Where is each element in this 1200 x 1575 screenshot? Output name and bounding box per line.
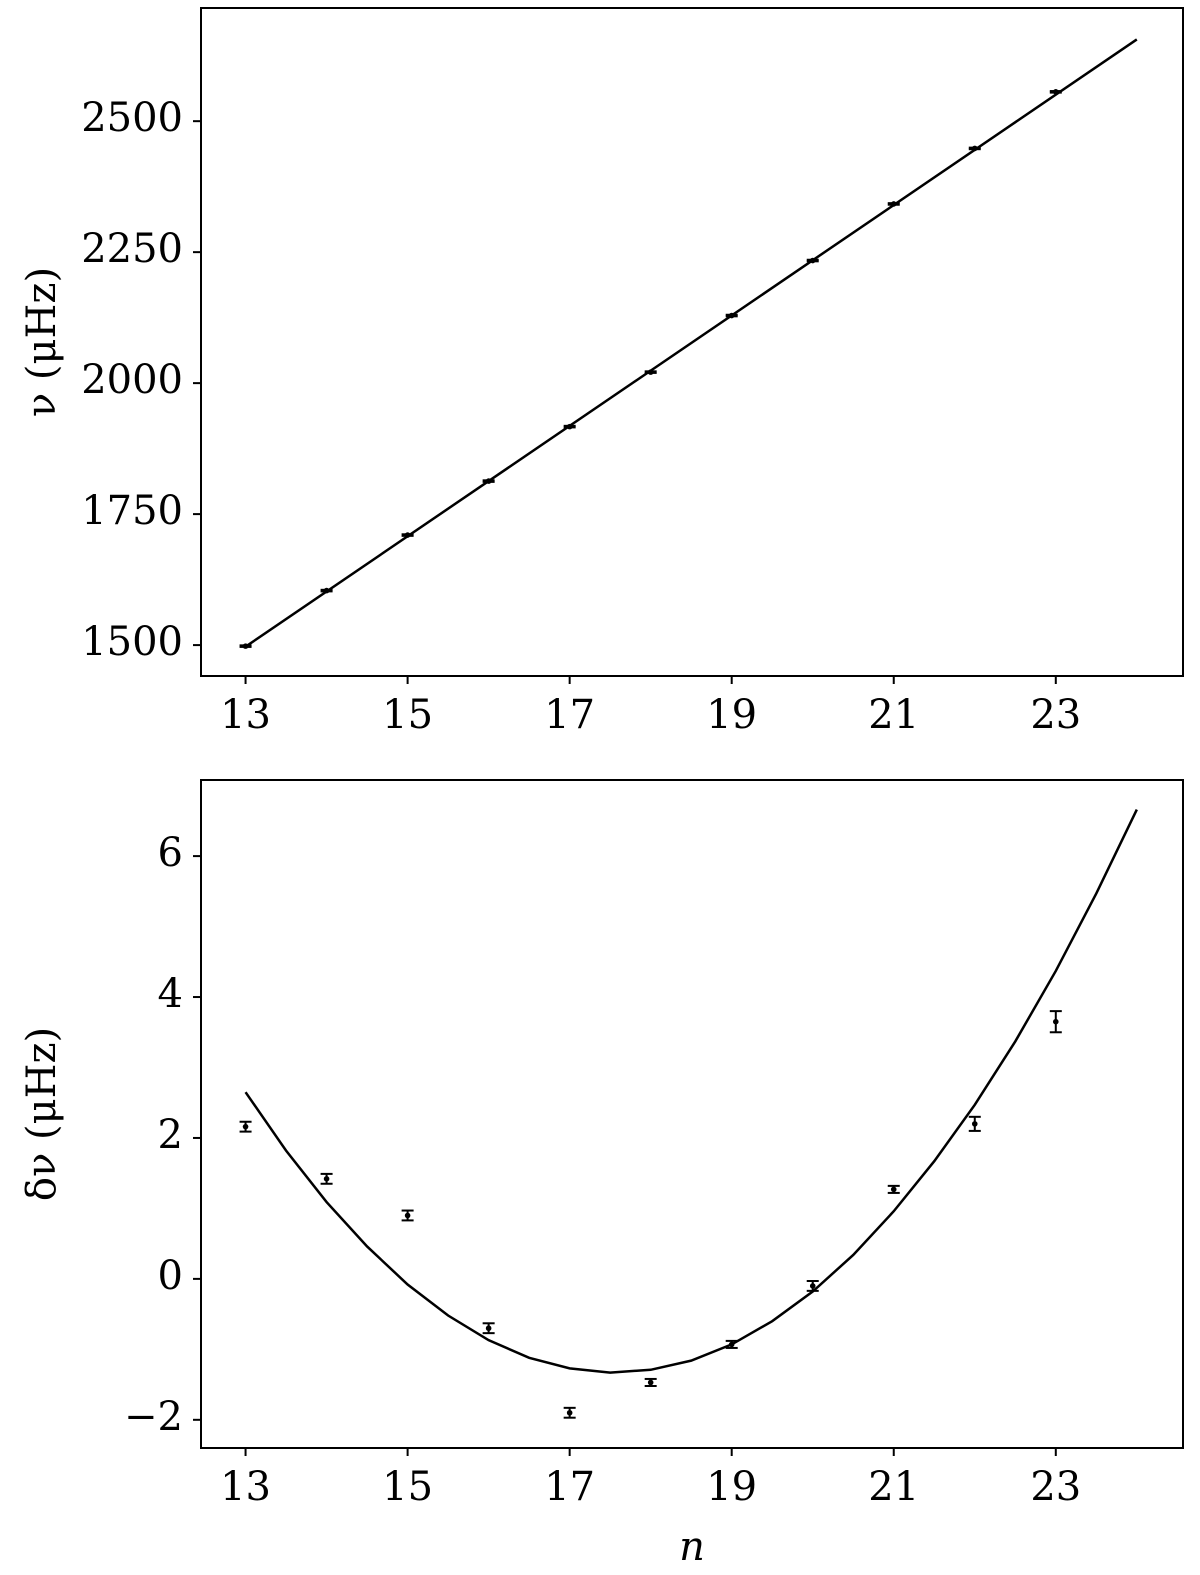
plot-frame	[200, 7, 1184, 677]
data-point	[647, 1379, 654, 1386]
x-tick-label: 23	[1030, 1464, 1081, 1510]
y-tick-label: 0	[158, 1253, 183, 1299]
data-point	[1052, 1018, 1059, 1025]
plot-frame	[200, 779, 1184, 1449]
x-tick-label: 19	[706, 692, 757, 738]
x-tick-label: 13	[220, 692, 271, 738]
x-tick-label: 19	[706, 1464, 757, 1510]
x-tick-label: 15	[382, 1464, 433, 1510]
y-tick-label: 1750	[81, 488, 183, 534]
y-tick-label: 1500	[81, 619, 183, 665]
y-tick-label: 2250	[81, 226, 183, 272]
x-tick-label: 13	[220, 1464, 271, 1510]
x-tick-label: 17	[544, 1464, 595, 1510]
x-axis-label: n	[679, 1524, 705, 1570]
x-tick-label: 17	[544, 692, 595, 738]
data-point	[566, 1409, 573, 1416]
data-point	[485, 1325, 492, 1332]
y-axis-label: ν (μHz)	[19, 267, 65, 417]
data-point	[242, 1123, 249, 1130]
data-point	[809, 1283, 816, 1289]
data-point	[323, 1176, 330, 1182]
y-tick-label: 2500	[81, 95, 183, 141]
panel: 13 15 17 19 21 23 1500 1750 2000 2250 2500 ν (μHz)	[19, 7, 1184, 738]
y-axis-label: δν (μHz)	[19, 1027, 65, 1201]
data-point	[890, 1186, 897, 1193]
y-tick-label: −2	[124, 1394, 183, 1440]
x-tick-label: 21	[868, 692, 919, 738]
y-tick-label: 2	[158, 1112, 183, 1158]
x-tick-label: 23	[1030, 692, 1081, 738]
fit-line	[244, 38, 1138, 648]
x-tick-label: 15	[382, 692, 433, 738]
data-point	[971, 1121, 978, 1127]
x-tick-label: 21	[868, 1464, 919, 1510]
data-point	[404, 1212, 411, 1219]
y-tick-label: 2000	[81, 357, 183, 403]
y-tick-label: 4	[158, 971, 183, 1017]
y-tick-label: 6	[158, 830, 183, 876]
panel: 13 15 17 19 21 23 −2 0 2 4 6 δν (μHz) n	[19, 779, 1184, 1570]
fit-line	[244, 809, 1138, 1374]
